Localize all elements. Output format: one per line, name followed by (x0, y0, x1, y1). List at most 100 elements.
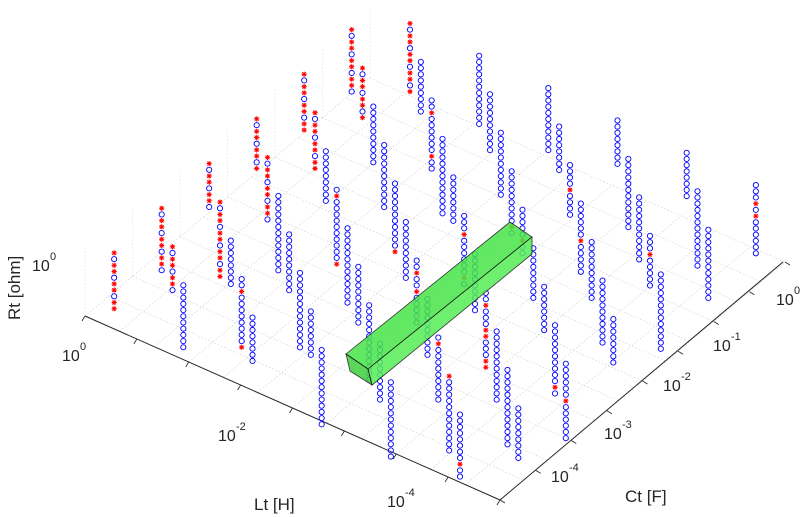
data-point-circle (486, 103, 494, 110)
data-point-circle (515, 430, 522, 437)
data-point-circle (588, 282, 595, 289)
data-point-circle (275, 267, 282, 274)
data-point-circle (249, 314, 256, 321)
data-point-circle (296, 331, 304, 338)
data-point-circle (610, 334, 617, 341)
data-point-circle (752, 182, 759, 189)
data-point-circle (476, 108, 483, 115)
data-point-circle (169, 268, 176, 275)
data-point-asterisk (359, 102, 366, 108)
data-point-circle (599, 283, 606, 290)
data-point-circle (625, 211, 632, 218)
data-point-asterisk (407, 51, 413, 58)
tick-mark (499, 499, 506, 504)
data-point-circle (275, 205, 282, 212)
data-point-circle (428, 103, 435, 110)
data-point-circle (456, 454, 464, 462)
grid-lines (84, 8, 786, 501)
data-point-circle (333, 230, 340, 237)
data-point-circle (497, 135, 504, 142)
data-point-circle (456, 442, 464, 449)
data-point-circle (333, 186, 340, 193)
data-point-circle (413, 282, 420, 289)
data-point-circle (493, 334, 500, 341)
data-point-circle (333, 248, 340, 255)
tick-mark (289, 407, 293, 414)
data-point-circle (318, 421, 325, 428)
data-point-circle (610, 353, 617, 360)
data-point-circle (322, 172, 329, 180)
data-point-circle (476, 83, 483, 90)
data-point-circle (381, 179, 388, 186)
data-point-circle (318, 402, 325, 409)
data-point-circle (497, 154, 504, 161)
lt-tick-label: 10 -2 (218, 421, 246, 445)
data-point-circle (417, 83, 424, 90)
data-point-asterisk (159, 205, 165, 211)
data-point-circle (588, 288, 595, 295)
data-point-circle (562, 422, 569, 429)
data-point-circle (322, 148, 329, 155)
data-point-circle (461, 243, 468, 250)
tick-mark (749, 291, 755, 296)
data-point-circle (752, 237, 759, 244)
data-point-circle (636, 225, 643, 232)
data-point-circle (657, 339, 664, 346)
data-point-circle (694, 200, 701, 207)
data-point-circle (381, 154, 388, 161)
data-point-circle (286, 243, 293, 250)
data-point-asterisk (264, 204, 271, 210)
data-point-asterisk (359, 96, 366, 102)
data-point-circle (439, 160, 446, 167)
data-point-circle (450, 180, 457, 187)
ct-tick-label: 10 -2 (663, 371, 691, 395)
data-point-circle (476, 52, 483, 59)
data-point-circle (286, 268, 293, 275)
data-point-circle (428, 134, 435, 141)
data-point-circle (476, 89, 483, 96)
data-point-asterisk (111, 262, 117, 268)
svg-text:10: 10 (32, 258, 50, 275)
data-point-circle (344, 225, 351, 232)
svg-text:-3: -3 (622, 419, 632, 431)
data-point-circle (286, 256, 293, 263)
data-point-circle (275, 261, 282, 268)
data-point-circle (450, 211, 457, 218)
data-point-asterisk (349, 64, 355, 70)
data-point-circle (180, 282, 187, 289)
data-point-circle (636, 212, 643, 220)
data-point-circle (307, 320, 314, 327)
tick-mark (677, 350, 684, 355)
data-point-asterisk (254, 147, 260, 153)
tick-mark (133, 338, 138, 345)
data-point-circle (381, 148, 388, 155)
data-point-circle (286, 249, 293, 257)
tick-mark (642, 380, 648, 385)
data-point-circle (216, 242, 224, 249)
data-point-asterisk (206, 179, 212, 185)
data-point-circle (286, 237, 293, 244)
data-point-circle (355, 276, 362, 283)
data-point-circle (497, 160, 504, 167)
data-point-circle (446, 404, 453, 411)
data-point-circle (551, 390, 559, 397)
data-point-circle (614, 117, 621, 124)
data-point-circle (355, 294, 362, 301)
data-point-circle (435, 359, 442, 366)
data-point-circle (461, 225, 468, 232)
data-point-circle (249, 339, 256, 346)
data-point-circle (508, 180, 515, 187)
tick-mark (392, 453, 397, 460)
data-point-circle (238, 319, 245, 326)
data-point-circle (577, 219, 584, 226)
data-point-circle (402, 219, 409, 226)
data-point-circle (683, 186, 690, 193)
data-point-asterisk (264, 167, 271, 173)
data-point-circle (493, 396, 500, 403)
data-point-circle (238, 331, 245, 338)
lt-tick-label: 10 -4 (387, 487, 415, 511)
data-point-circle (599, 333, 606, 340)
data-point-circle (504, 379, 511, 386)
data-point-circle (705, 239, 712, 246)
data-point-circle (683, 162, 690, 169)
